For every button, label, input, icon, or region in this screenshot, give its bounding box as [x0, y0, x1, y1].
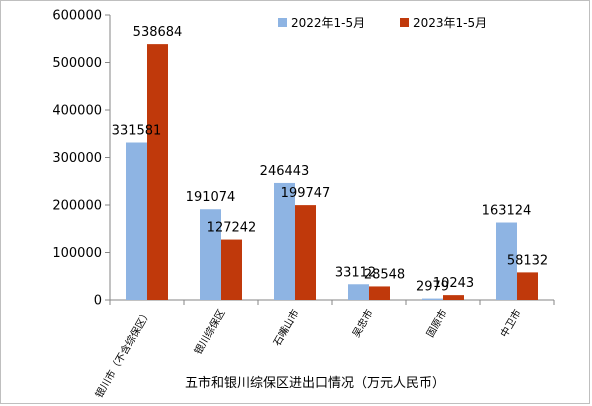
y-tick-label: 500000 — [52, 56, 102, 71]
legend-label: 2023年1-5月 — [413, 16, 487, 30]
bar-series1 — [496, 222, 517, 300]
legend-swatch — [278, 18, 287, 27]
category-label: 中卫市 — [497, 307, 523, 339]
bar-series2 — [147, 44, 168, 301]
data-label: 246443 — [260, 164, 310, 179]
y-tick-label: 200000 — [52, 199, 102, 214]
data-label: 2979 — [416, 280, 449, 295]
bar-series2 — [295, 205, 316, 300]
y-tick-label: 400000 — [52, 104, 102, 119]
bar-series2 — [443, 295, 464, 300]
legend-swatch — [400, 18, 409, 27]
bars — [126, 44, 538, 301]
bar-series2 — [221, 239, 242, 300]
legend: 2022年1-5月 2023年1-5月 — [278, 16, 487, 30]
bar-series1 — [422, 298, 443, 300]
bar-series1 — [274, 182, 295, 300]
category-label: 银川市（不含综保区） — [92, 307, 153, 400]
x-axis-title: 五市和银川综保区进出口情况（万元人民币） — [185, 375, 445, 391]
category-label: 银川综保区 — [191, 307, 227, 357]
data-label: 127242 — [207, 221, 257, 236]
y-tick-label: 300000 — [52, 151, 102, 166]
data-label: 58132 — [507, 253, 548, 268]
data-label: 163124 — [482, 204, 532, 219]
data-label: 33112 — [335, 265, 376, 280]
y-tick-label: 600000 — [52, 9, 102, 24]
bar-series1 — [348, 284, 369, 300]
data-label: 28548 — [364, 267, 405, 282]
bar-series1 — [200, 209, 221, 300]
y-tick-label: 100000 — [52, 246, 102, 261]
bar-series2 — [369, 286, 390, 300]
data-label: 331581 — [112, 123, 162, 138]
bar-series1 — [126, 142, 147, 300]
data-label: 191074 — [186, 190, 236, 205]
data-label: 538684 — [133, 25, 183, 40]
axes: 0 100000 200000 300000 400000 500000 600000 — [52, 9, 555, 309]
category-label: 吴忠市 — [349, 307, 375, 339]
y-tick-label: 0 — [94, 294, 102, 309]
category-label: 固原市 — [423, 307, 449, 339]
category-label: 石嘴山市 — [270, 307, 301, 348]
data-labels: 331581 538684 191074 127242 246443 199747 3311… — [112, 25, 549, 294]
bar-series2 — [517, 272, 538, 300]
data-label: 199747 — [281, 186, 331, 201]
legend-label: 2022年1-5月 — [291, 16, 365, 30]
data-label: 10243 — [433, 276, 474, 291]
